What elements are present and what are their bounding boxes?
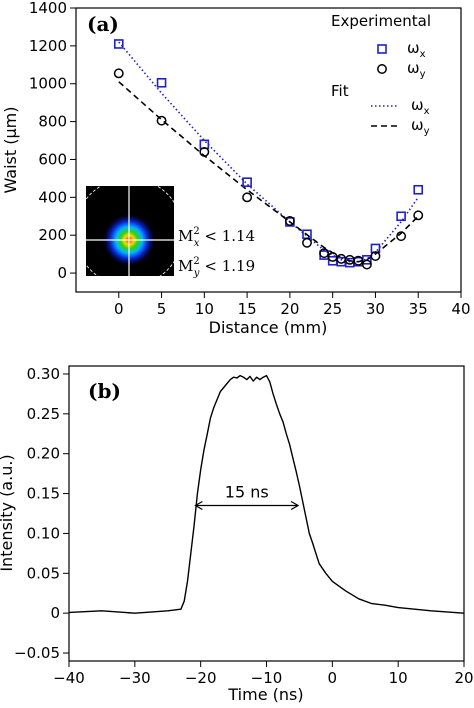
x-tick-label: 20 [454, 669, 473, 687]
annotation-arrow-left-head [194, 501, 203, 511]
intensity-trace [68, 374, 465, 614]
panel-b-ticks: −40 −30 −20 −10 0 10 20 −0.05 0 0.05 0.10 0.15 0.20 0… [14, 365, 474, 687]
annotation-arrow-right-head [290, 501, 300, 511]
data-point-wy [413, 210, 424, 221]
data-point-wx [242, 177, 252, 187]
data-point-wx [113, 39, 124, 49]
data-point-wy [242, 192, 253, 203]
x-tick-label: 0 [328, 669, 338, 687]
data-point-wy [396, 231, 407, 242]
panel-b-frame [68, 365, 465, 662]
panel-b-series [68, 374, 465, 614]
y-tick-label: 0 [50, 604, 60, 622]
data-point-wy [353, 255, 364, 266]
data-point-wy [156, 115, 167, 126]
panel-a-series [113, 39, 424, 270]
panel-a-frame [75, 7, 462, 293]
y-tick-label: 1000 [29, 75, 67, 93]
y-tick-label: 0.10 [27, 524, 60, 542]
y-tick-label: 600 [38, 150, 67, 168]
legend-label-wx-points: ωx [407, 39, 426, 60]
y-tick-label: 0.25 [27, 405, 60, 423]
data-point-wy [284, 216, 295, 226]
x-tick-label: 30 [366, 300, 385, 318]
y-tick-label: 200 [38, 226, 67, 244]
legend-title-experimental: Experimental [331, 12, 431, 30]
y-tick-label: 800 [38, 113, 67, 131]
y-tick-label: 0.15 [27, 485, 60, 503]
legend-label-wy-fit: ωy [411, 116, 430, 137]
y-tick-label: 0.05 [27, 564, 60, 582]
annotation-label: 15 ns [225, 483, 269, 502]
x-tick-label: 15 [238, 300, 257, 318]
fit-line [118, 41, 419, 263]
panel-a: 0 5 10 15 20 25 30 35 40020040060080010001200140… [1, 0, 471, 337]
panel-b-y-axis-label: Intensity (a.u.) [0, 454, 16, 571]
panel-b-x-axis-label: Time (ns) [227, 685, 303, 704]
y-tick-label: 0.30 [27, 365, 60, 383]
y-tick-label: 0 [57, 264, 67, 282]
data-point-wy [370, 251, 381, 261]
legend-marker-wy [377, 64, 387, 74]
legend-label-wx-fit: ωx [411, 96, 430, 117]
legend-label-wy-points: ωy [407, 59, 426, 80]
x-tick-label: 20 [280, 300, 299, 318]
data-point-wy [319, 248, 330, 259]
mx-squared-label: M2 x < 1.14 [178, 226, 255, 249]
legend-marker-wx [377, 44, 387, 54]
x-tick-label: 5 [157, 300, 167, 318]
data-point-wy [336, 253, 347, 264]
data-point-wy [361, 259, 372, 270]
data-point-wy [344, 254, 355, 265]
legend: Experimental ωx ωy Fit ωx ωy [331, 12, 431, 137]
x-tick-label: −20 [185, 669, 217, 687]
y-tick-label: 400 [38, 188, 67, 206]
y-tick-label: −0.05 [14, 644, 60, 662]
panel-b: −40 −30 −20 −10 0 10 20 −0.05 0 0.05 0.10 0.15 0.20 0… [0, 365, 474, 704]
beam-profile-inset [86, 186, 174, 276]
x-tick-label: 10 [195, 300, 214, 318]
x-tick-label: −30 [119, 669, 151, 687]
y-tick-label: 0.20 [27, 445, 60, 463]
data-point-wy [199, 146, 210, 157]
panel-a-ticks: 0 5 10 15 20 25 30 35 40020040060080010001200140… [29, 0, 471, 318]
panel-a-y-axis-label: Waist (μm) [1, 107, 20, 194]
y-tick-label: 1400 [29, 0, 67, 17]
data-point-wx [156, 77, 167, 88]
x-tick-label: 40 [451, 300, 470, 318]
panel-b-label: (b) [88, 379, 121, 403]
pulse-width-annotation: 15 ns [194, 483, 300, 511]
x-tick-label: 35 [409, 300, 428, 318]
panel-a-x-axis-label: Distance (mm) [209, 318, 328, 337]
legend-title-fit: Fit [331, 82, 349, 100]
y-tick-label: 1200 [29, 37, 67, 55]
x-tick-label: 0 [114, 300, 124, 318]
data-point-wx [413, 184, 424, 195]
x-tick-label: 25 [323, 300, 342, 318]
panel-a-label: (a) [87, 12, 119, 36]
data-point-wx [396, 211, 406, 222]
data-point-wy [113, 68, 124, 79]
x-tick-label: −10 [251, 669, 283, 687]
data-point-wy [302, 237, 312, 248]
x-tick-label: 10 [389, 669, 408, 687]
my-squared-label: M2 y < 1.19 [178, 256, 255, 279]
x-tick-label: −40 [53, 669, 85, 687]
